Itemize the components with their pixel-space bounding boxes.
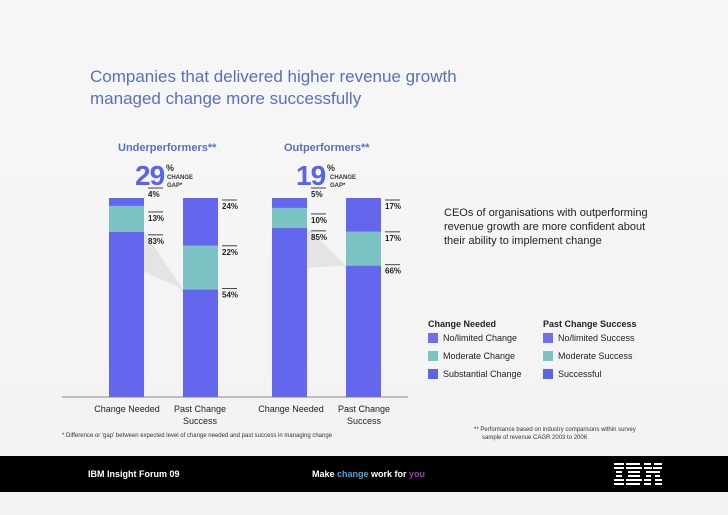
- legend-item-successful: Successful: [543, 369, 602, 379]
- change-gap-percent-out: %: [327, 163, 336, 173]
- x-label-under-past-success-line2: Success: [182, 416, 217, 426]
- footer-bar: [0, 456, 728, 492]
- value-label-out-cn-1: 10%: [311, 216, 327, 225]
- tagline-highlight-change: change: [337, 469, 369, 479]
- change-gap-caption-under: CHANGE GAP*: [167, 175, 194, 189]
- bar-segment-under-past-success-0: [183, 198, 218, 246]
- legend-label: Successful: [558, 369, 602, 379]
- change-gap-caption-out: CHANGE GAP*: [330, 175, 357, 189]
- value-label-out-cn-0: 5%: [311, 190, 323, 199]
- x-label-out-past-success-line2: Success: [346, 416, 381, 426]
- tagline-part: Make: [312, 469, 338, 479]
- x-label-out-change-needed: Change Needed: [258, 404, 324, 414]
- legend-item-moderate-success: Moderate Success: [543, 351, 633, 361]
- bar-segment-out-past-success-0: [346, 198, 381, 232]
- footnote-performance-line2: sample of revenue CAGR 2003 to 2006: [482, 435, 588, 441]
- bar-segment-out-past-success-2: [346, 265, 381, 397]
- value-label-out-ps-2: 66%: [385, 267, 401, 276]
- value-label-under-ps-1: 22%: [222, 248, 238, 257]
- change-gap-value-under: 29: [135, 160, 165, 191]
- legend-item-no-limited-change: No/limited Change: [428, 333, 517, 343]
- legend-item-moderate-change: Moderate Change: [428, 351, 515, 361]
- legend-item-no-limited-success: No/limited Success: [543, 333, 635, 343]
- footer-event-name: IBM Insight Forum 09: [88, 469, 180, 479]
- bar-segment-out-change-needed-2: [272, 227, 307, 397]
- legend-swatch: [428, 333, 438, 343]
- value-label-under-cn-0: 4%: [148, 190, 160, 199]
- bar-segment-out-change-needed-0: [272, 198, 307, 208]
- bar-segment-under-past-success-2: [183, 289, 218, 397]
- legend-label: Moderate Success: [558, 351, 633, 361]
- footer-tagline: Make change work for you: [312, 469, 425, 479]
- change-gap-value-out: 19: [296, 160, 326, 191]
- ibm-logo-icon: [614, 463, 662, 485]
- tagline-highlight-you: you: [409, 469, 426, 479]
- group-label-outperformers: Outperformers**: [284, 142, 370, 154]
- bar-segment-under-change-needed-1: [109, 205, 144, 232]
- gap-wedge-out: [307, 227, 346, 268]
- stacked-bar-chart: 4% 13% 83% 24% 22% 54% 5% 10% 85% 17% 17% 66%: [62, 187, 408, 398]
- value-label-under-ps-2: 54%: [222, 291, 238, 300]
- x-label-under-past-success-line1: Past Change: [173, 404, 227, 414]
- legend-label: No/limited Success: [558, 333, 635, 343]
- bar-segment-out-change-needed-1: [272, 207, 307, 228]
- legend-heading-past-success: Past Change Success: [543, 319, 637, 329]
- footnote-gap: * Difference or 'gap' between expected l…: [62, 433, 333, 439]
- x-label-out-past-success-line1: Past Change: [337, 404, 391, 414]
- legend-heading-change-needed: Change Needed: [428, 319, 497, 329]
- bar-segment-out-past-success-1: [346, 231, 381, 266]
- legend-swatch: [428, 351, 438, 361]
- value-label-out-cn-2: 85%: [311, 233, 327, 242]
- tagline-part: work for: [368, 469, 410, 479]
- value-label-out-ps-1: 17%: [385, 234, 401, 243]
- change-gap-percent-under: %: [166, 163, 175, 173]
- x-label-under-change-needed: Change Needed: [94, 404, 160, 414]
- legend-swatch: [543, 369, 553, 379]
- value-label-out-ps-0: 17%: [385, 202, 401, 211]
- value-label-under-cn-2: 83%: [148, 237, 164, 246]
- footnote-performance-line1: ** Performance based on industry compari…: [474, 427, 636, 433]
- value-label-under-cn-1: 13%: [148, 214, 164, 223]
- group-label-underperformers: Underperformers**: [118, 142, 217, 154]
- legend-swatch: [543, 333, 553, 343]
- bar-segment-under-change-needed-2: [109, 231, 144, 397]
- legend-label: No/limited Change: [443, 333, 518, 343]
- gap-wedge-under: [144, 231, 183, 290]
- legend-item-substantial-change: Substantial Change: [428, 369, 522, 379]
- bar-segment-under-past-success-1: [183, 245, 218, 290]
- legend-swatch: [428, 369, 438, 379]
- slide-title: Companies that delivered higher revenue …: [90, 67, 457, 108]
- value-label-under-ps-0: 24%: [222, 202, 238, 211]
- insight-text: CEOs of organisations with outperforming…: [444, 207, 648, 247]
- bar-segment-under-change-needed-0: [109, 198, 144, 206]
- legend-swatch: [543, 351, 553, 361]
- legend-label: Moderate Change: [443, 351, 516, 361]
- legend-label: Substantial Change: [443, 369, 522, 379]
